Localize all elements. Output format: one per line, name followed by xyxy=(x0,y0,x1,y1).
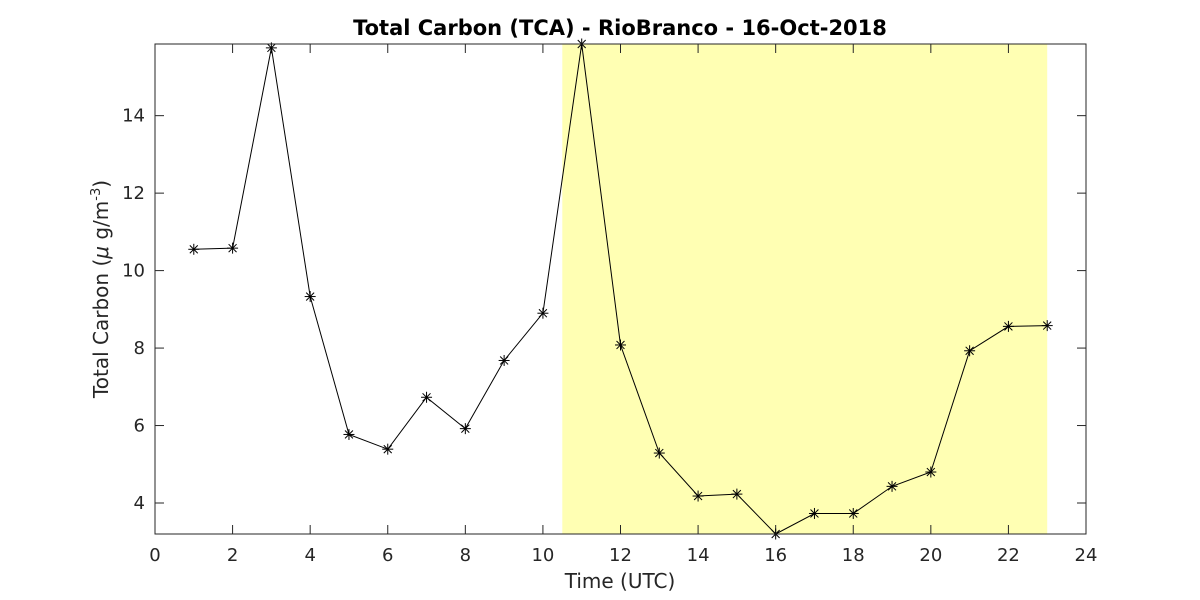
data-point xyxy=(1041,320,1053,332)
data-point xyxy=(653,447,665,459)
x-tick-label: 22 xyxy=(997,545,1020,566)
shaded-region xyxy=(562,44,1048,534)
y-axis-ticks: 4 6 8 10 12 14 xyxy=(122,106,1086,514)
y-tick-label: 6 xyxy=(134,416,145,437)
data-point xyxy=(382,443,394,455)
data-point xyxy=(537,307,549,319)
data-point xyxy=(459,423,471,435)
y-axis-label-mu: μ xyxy=(89,246,113,260)
x-axis-label: Time (UTC) xyxy=(564,569,676,593)
data-point xyxy=(808,507,820,519)
x-tick-label: 12 xyxy=(609,545,632,566)
x-tick-label: 8 xyxy=(460,545,471,566)
data-point xyxy=(343,428,355,440)
data-point xyxy=(925,466,937,478)
data-point xyxy=(1002,320,1014,332)
x-tick-label: 18 xyxy=(842,545,865,566)
x-tick-label: 2 xyxy=(227,545,238,566)
axes-box xyxy=(154,43,1087,535)
data-point xyxy=(692,490,704,502)
data-point xyxy=(964,345,976,357)
chart-title: Total Carbon (TCA) - RioBranco - 16-Oct-… xyxy=(353,16,887,40)
y-axis-label-suffix: ) xyxy=(89,180,113,188)
y-axis-label-prefix: Total Carbon ( xyxy=(89,259,113,399)
x-tick-label: 10 xyxy=(531,545,554,566)
data-point xyxy=(304,291,316,303)
x-tick-label: 24 xyxy=(1075,545,1098,566)
data-point xyxy=(731,488,743,500)
x-tick-label: 20 xyxy=(919,545,942,566)
y-tick-label: 8 xyxy=(134,338,145,359)
data-point xyxy=(227,242,239,254)
x-tick-label: 6 xyxy=(382,545,393,566)
x-tick-label: 4 xyxy=(304,545,315,566)
x-tick-label: 14 xyxy=(687,545,710,566)
x-tick-label: 16 xyxy=(764,545,787,566)
y-tick-label: 12 xyxy=(122,183,145,204)
data-point xyxy=(615,339,626,351)
y-tick-label: 4 xyxy=(134,493,145,514)
data-point xyxy=(886,480,898,492)
y-tick-label: 14 xyxy=(122,106,145,127)
data-point xyxy=(188,243,200,255)
x-axis-ticks: 0 2 4 6 8 10 12 14 16 18 20 22 24 xyxy=(149,44,1097,566)
data-point xyxy=(847,507,859,519)
y-axis-label: Total Carbon (μ g/m-3) xyxy=(89,180,113,399)
data-point xyxy=(498,354,510,366)
y-tick-label: 10 xyxy=(122,261,145,282)
data-point xyxy=(421,391,433,403)
y-axis-label-exponent: -3 xyxy=(89,188,104,201)
y-axis-label-unit: g/m xyxy=(89,201,113,246)
x-tick-label: 0 xyxy=(149,545,160,566)
